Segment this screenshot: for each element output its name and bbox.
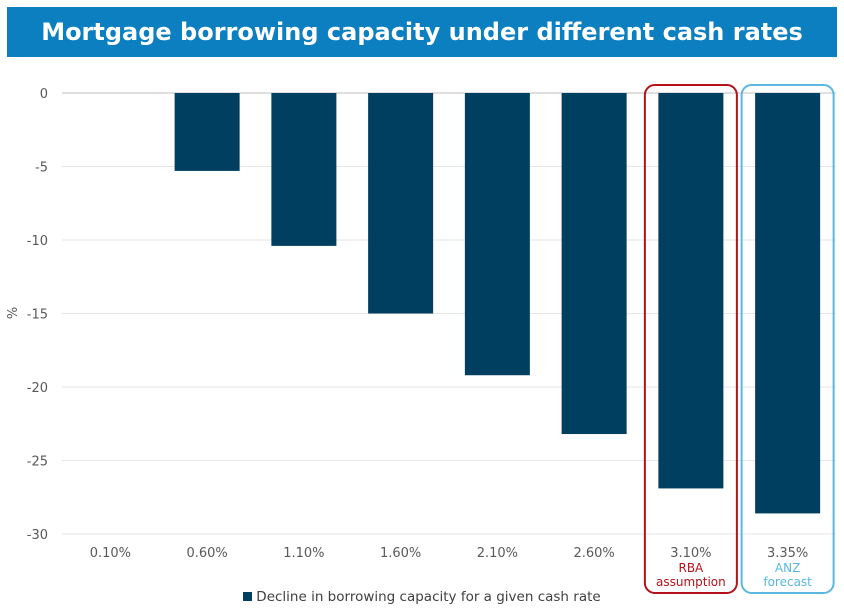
y-tick-label: -20 <box>27 381 48 396</box>
legend: Decline in borrowing capacity for a give… <box>0 589 844 605</box>
y-tick-label: 0 <box>40 87 48 102</box>
y-tick-label: -5 <box>35 161 48 176</box>
y-tick-label: -10 <box>27 234 48 249</box>
highlight-label: forecast <box>763 575 812 589</box>
bar <box>271 93 337 246</box>
bars <box>174 93 821 514</box>
x-axis-labels: 0.10% 0.60% 1.10% 1.60% 2.10% 2.60% 3.10% 3.35% <box>90 546 809 561</box>
chart-title: Mortgage borrowing capacity under differ… <box>7 7 837 57</box>
highlight-box <box>740 84 835 594</box>
highlight-box <box>643 84 738 594</box>
y-tick-label: -15 <box>27 308 48 323</box>
y-axis-label: % <box>6 307 21 319</box>
x-tick-label: 1.60% <box>380 546 421 561</box>
legend-swatch <box>243 592 253 601</box>
highlight-label: ANZ <box>775 561 800 575</box>
legend-label: Decline in borrowing capacity for a give… <box>256 589 601 605</box>
bar <box>658 93 724 489</box>
bar <box>368 93 434 314</box>
bar <box>561 93 627 435</box>
x-tick-label: 0.10% <box>90 546 131 561</box>
x-tick-label: 0.60% <box>186 546 227 561</box>
bar <box>174 93 240 171</box>
x-tick-label: 3.35% <box>767 546 808 561</box>
bar <box>464 93 530 376</box>
highlight-label: assumption <box>656 575 726 589</box>
x-tick-label: 3.10% <box>670 546 711 561</box>
x-tick-label: 1.10% <box>283 546 324 561</box>
x-tick-label: 2.10% <box>477 546 518 561</box>
x-tick-label: 2.60% <box>573 546 614 561</box>
highlight-label: RBA <box>678 561 704 575</box>
y-tick-label: -30 <box>27 528 48 543</box>
y-tick-label: -25 <box>27 455 48 470</box>
y-axis-ticks: 0 -5 -10 -15 -20 -25 -30 <box>27 87 48 543</box>
bar <box>755 93 821 514</box>
